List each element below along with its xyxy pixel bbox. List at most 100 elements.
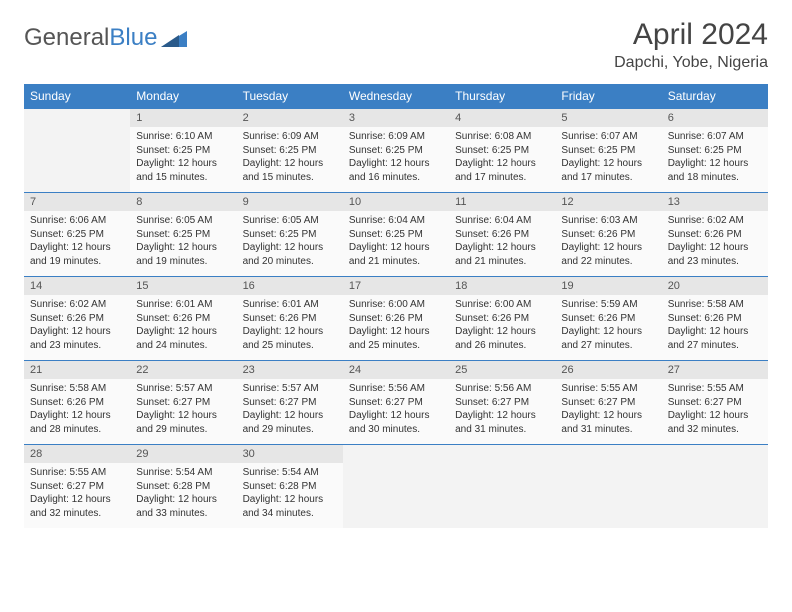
day-number-cell: 15 (130, 277, 236, 296)
info-row: Sunrise: 6:10 AMSunset: 6:25 PMDaylight:… (24, 127, 768, 193)
sunrise-label: Sunrise: 5:55 AM (561, 382, 655, 396)
day-number: 6 (662, 109, 768, 127)
day-info-cell: Sunrise: 5:57 AMSunset: 6:27 PMDaylight:… (237, 379, 343, 445)
day-info-cell: Sunrise: 5:58 AMSunset: 6:26 PMDaylight:… (662, 295, 768, 361)
day-number-cell: 8 (130, 193, 236, 212)
day-number: 11 (449, 193, 555, 211)
day-info-cell: Sunrise: 6:06 AMSunset: 6:25 PMDaylight:… (24, 211, 130, 277)
sunrise-label: Sunrise: 5:54 AM (136, 466, 230, 480)
sunset-label: Sunset: 6:25 PM (136, 228, 230, 242)
sunset-label: Sunset: 6:25 PM (243, 144, 337, 158)
day-number-cell: 29 (130, 445, 236, 464)
sunset-label: Sunset: 6:26 PM (30, 312, 124, 326)
sunrise-label: Sunrise: 6:03 AM (561, 214, 655, 228)
day-number-cell: 20 (662, 277, 768, 296)
month-title: April 2024 (614, 18, 768, 52)
day-info-cell: Sunrise: 5:58 AMSunset: 6:26 PMDaylight:… (24, 379, 130, 445)
sunset-label: Sunset: 6:27 PM (136, 396, 230, 410)
sunset-label: Sunset: 6:28 PM (243, 480, 337, 494)
day-info-cell: Sunrise: 6:01 AMSunset: 6:26 PMDaylight:… (130, 295, 236, 361)
sunrise-label: Sunrise: 6:04 AM (349, 214, 443, 228)
daylight-label: Daylight: 12 hours and 29 minutes. (243, 409, 337, 436)
day-info-cell (343, 463, 449, 528)
daylight-label: Daylight: 12 hours and 27 minutes. (668, 325, 762, 352)
sunrise-label: Sunrise: 6:02 AM (30, 298, 124, 312)
sunrise-label: Sunrise: 5:58 AM (30, 382, 124, 396)
day-info-cell: Sunrise: 5:56 AMSunset: 6:27 PMDaylight:… (343, 379, 449, 445)
sunrise-label: Sunrise: 6:09 AM (243, 130, 337, 144)
day-info-cell: Sunrise: 6:01 AMSunset: 6:26 PMDaylight:… (237, 295, 343, 361)
day-number-cell: 9 (237, 193, 343, 212)
sunset-label: Sunset: 6:26 PM (455, 312, 549, 326)
day-info: Sunrise: 6:00 AMSunset: 6:26 PMDaylight:… (349, 298, 443, 352)
daylight-label: Daylight: 12 hours and 23 minutes. (30, 325, 124, 352)
day-number-cell: 1 (130, 109, 236, 128)
day-number: 9 (237, 193, 343, 211)
sunrise-label: Sunrise: 6:00 AM (455, 298, 549, 312)
daylight-label: Daylight: 12 hours and 27 minutes. (561, 325, 655, 352)
day-info-cell: Sunrise: 5:55 AMSunset: 6:27 PMDaylight:… (662, 379, 768, 445)
day-number-cell: 4 (449, 109, 555, 128)
sunset-label: Sunset: 6:27 PM (561, 396, 655, 410)
day-number-cell: 10 (343, 193, 449, 212)
day-info-cell: Sunrise: 5:55 AMSunset: 6:27 PMDaylight:… (24, 463, 130, 528)
day-number: 22 (130, 361, 236, 379)
day-number: 16 (237, 277, 343, 295)
daylight-label: Daylight: 12 hours and 21 minutes. (455, 241, 549, 268)
day-number-cell (449, 445, 555, 464)
day-number: 10 (343, 193, 449, 211)
daylight-label: Daylight: 12 hours and 34 minutes. (243, 493, 337, 520)
day-info: Sunrise: 6:00 AMSunset: 6:26 PMDaylight:… (455, 298, 549, 352)
day-number-cell: 25 (449, 361, 555, 380)
day-number: 5 (555, 109, 661, 127)
weekday-header: Tuesday (237, 84, 343, 109)
day-number-cell: 5 (555, 109, 661, 128)
sunrise-label: Sunrise: 5:57 AM (136, 382, 230, 396)
sunrise-label: Sunrise: 5:57 AM (243, 382, 337, 396)
day-number: 30 (237, 445, 343, 463)
sunset-label: Sunset: 6:27 PM (243, 396, 337, 410)
sunrise-label: Sunrise: 6:05 AM (136, 214, 230, 228)
day-info-cell (555, 463, 661, 528)
calendar-page: GeneralBlue April 2024 Dapchi, Yobe, Nig… (0, 0, 792, 546)
daylight-label: Daylight: 12 hours and 24 minutes. (136, 325, 230, 352)
day-info: Sunrise: 5:57 AMSunset: 6:27 PMDaylight:… (243, 382, 337, 436)
day-info-cell: Sunrise: 6:00 AMSunset: 6:26 PMDaylight:… (343, 295, 449, 361)
sunrise-label: Sunrise: 6:00 AM (349, 298, 443, 312)
day-info: Sunrise: 5:54 AMSunset: 6:28 PMDaylight:… (243, 466, 337, 520)
weekday-header: Friday (555, 84, 661, 109)
day-info-cell: Sunrise: 6:03 AMSunset: 6:26 PMDaylight:… (555, 211, 661, 277)
day-number-cell: 12 (555, 193, 661, 212)
info-row: Sunrise: 5:58 AMSunset: 6:26 PMDaylight:… (24, 379, 768, 445)
day-info: Sunrise: 6:07 AMSunset: 6:25 PMDaylight:… (668, 130, 762, 184)
day-number: 13 (662, 193, 768, 211)
day-number-cell: 14 (24, 277, 130, 296)
calendar-table: Sunday Monday Tuesday Wednesday Thursday… (24, 84, 768, 528)
location-label: Dapchi, Yobe, Nigeria (614, 54, 768, 72)
day-info: Sunrise: 5:58 AMSunset: 6:26 PMDaylight:… (668, 298, 762, 352)
sunset-label: Sunset: 6:25 PM (136, 144, 230, 158)
day-info: Sunrise: 6:04 AMSunset: 6:26 PMDaylight:… (455, 214, 549, 268)
daynum-row: 282930 (24, 445, 768, 464)
sunset-label: Sunset: 6:26 PM (455, 228, 549, 242)
sunset-label: Sunset: 6:26 PM (668, 312, 762, 326)
daylight-label: Daylight: 12 hours and 29 minutes. (136, 409, 230, 436)
daynum-row: 123456 (24, 109, 768, 128)
sunrise-label: Sunrise: 6:04 AM (455, 214, 549, 228)
daynum-row: 14151617181920 (24, 277, 768, 296)
title-block: April 2024 Dapchi, Yobe, Nigeria (614, 18, 768, 72)
day-number-cell: 18 (449, 277, 555, 296)
sunrise-label: Sunrise: 5:54 AM (243, 466, 337, 480)
day-info: Sunrise: 6:01 AMSunset: 6:26 PMDaylight:… (243, 298, 337, 352)
sunrise-label: Sunrise: 6:05 AM (243, 214, 337, 228)
day-number: 7 (24, 193, 130, 211)
day-info-cell: Sunrise: 6:02 AMSunset: 6:26 PMDaylight:… (662, 211, 768, 277)
sunset-label: Sunset: 6:28 PM (136, 480, 230, 494)
info-row: Sunrise: 6:02 AMSunset: 6:26 PMDaylight:… (24, 295, 768, 361)
day-number: 21 (24, 361, 130, 379)
day-info-cell: Sunrise: 6:05 AMSunset: 6:25 PMDaylight:… (237, 211, 343, 277)
day-info: Sunrise: 6:08 AMSunset: 6:25 PMDaylight:… (455, 130, 549, 184)
daylight-label: Daylight: 12 hours and 18 minutes. (668, 157, 762, 184)
daylight-label: Daylight: 12 hours and 21 minutes. (349, 241, 443, 268)
daylight-label: Daylight: 12 hours and 26 minutes. (455, 325, 549, 352)
